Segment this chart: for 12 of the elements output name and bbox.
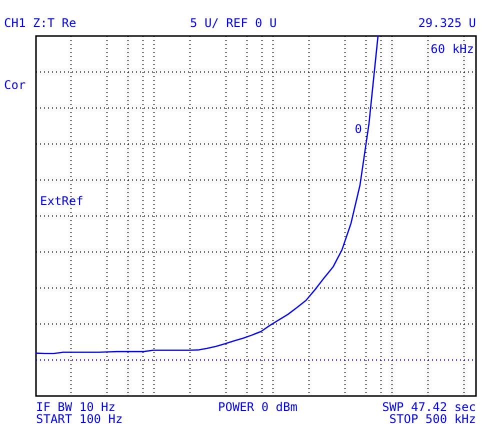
text: IF BW 10 Hz [36, 400, 116, 414]
text: START 100 Hz [36, 412, 123, 424]
text: STOP 500 kHz [389, 412, 476, 424]
annotation: 0 [354, 122, 362, 136]
text: Cor [4, 78, 26, 92]
text: SWP 47.42 sec [382, 400, 476, 414]
text: 29.325 U [418, 16, 476, 30]
text: POWER 0 dBm [218, 400, 298, 414]
chart-subtitle: 5 U/ REF 0 U [190, 16, 277, 30]
annotation: ExtRef [40, 194, 84, 208]
chart-title: CH1 Z:T Re [4, 16, 76, 30]
annotation: 60 kHz [430, 42, 474, 56]
